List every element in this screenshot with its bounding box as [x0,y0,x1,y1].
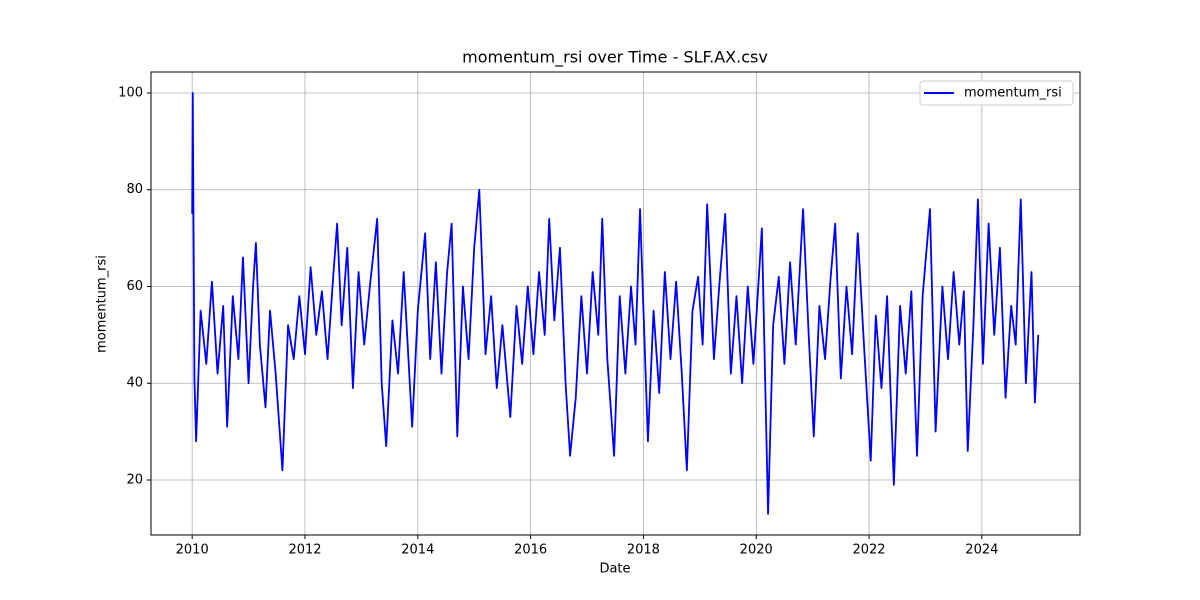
x-tick-label: 2024 [965,543,998,558]
y-tick-label: 60 [126,279,143,294]
x-tick-label: 2018 [627,543,660,558]
y-axis-label: momentum_rsi [95,255,110,353]
x-tick-label: 2022 [852,543,885,558]
legend-label: momentum_rsi [964,86,1062,101]
x-tick-label: 2010 [176,543,209,558]
x-tick-label: 2012 [288,543,321,558]
chart-title: momentum_rsi over Time - SLF.AX.csv [462,48,768,68]
data-line [191,92,1040,515]
y-tick-label: 20 [126,472,143,487]
x-tick-label: 2014 [401,543,434,558]
y-tick-label: 80 [126,182,143,197]
x-tick-label: 2016 [514,543,547,558]
x-tick-label: 2020 [740,543,773,558]
plot-frame [150,71,1081,536]
y-tick-label: 40 [126,376,143,391]
y-tick-label: 100 [118,85,143,100]
legend-box [919,80,1074,106]
x-axis-label: Date [599,562,630,577]
